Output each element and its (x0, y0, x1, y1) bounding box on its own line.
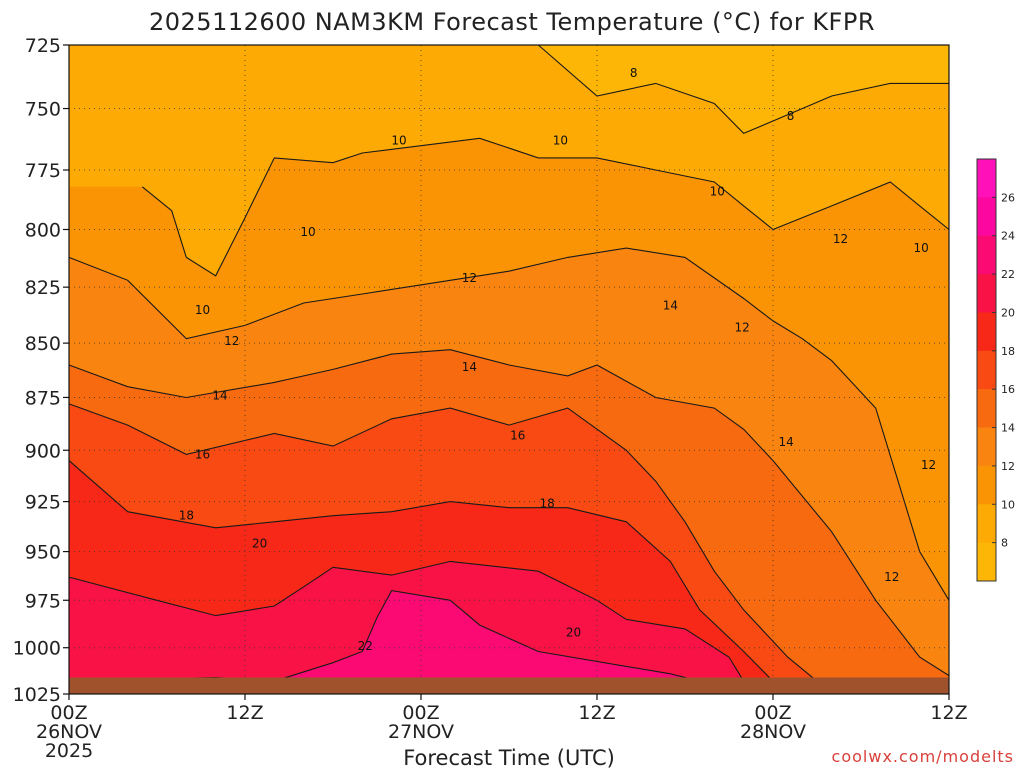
contour-label-22: 22 (358, 639, 373, 653)
credit-text: coolwx.com/modelts (832, 747, 1014, 766)
y-axis: 725 750 775 800 825 850 875 900 925 950 975 1000 102… (13, 35, 69, 706)
x-tick-label: 00Z (754, 702, 791, 724)
contour-label-10: 10 (913, 241, 928, 255)
colorbar-segment (977, 504, 996, 544)
contour-label-10: 10 (710, 185, 725, 199)
contour-20 (68, 560, 745, 682)
contour-label-12: 12 (884, 570, 899, 584)
colorbar-segment (977, 235, 996, 275)
y-tick-label: 750 (25, 99, 61, 121)
colorbar-segment (977, 542, 996, 582)
contour-label-10: 10 (391, 134, 406, 148)
contour-label-14: 14 (663, 298, 678, 312)
y-tick-label: 850 (25, 333, 61, 355)
x-tick-date: 26NOV (36, 721, 102, 743)
contour-18 (68, 460, 774, 682)
contour-label-10: 10 (300, 225, 315, 239)
y-tick-label: 925 (25, 492, 61, 514)
x-tick-label: 00Z (402, 702, 439, 724)
y-tick-label: 1000 (13, 638, 61, 660)
y-tick-label: 800 (25, 219, 61, 241)
y-tick-label: 775 (25, 160, 61, 182)
x-tick-year: 2025 (45, 740, 93, 762)
contour-label-16: 16 (510, 429, 525, 443)
ground-layer (69, 677, 949, 694)
contour-label-12: 12 (735, 321, 750, 335)
contour-10 (141, 137, 950, 277)
y-tick-label: 725 (25, 35, 61, 57)
colorbar-segment (977, 312, 996, 352)
contour-label-18: 18 (539, 497, 554, 511)
contour-14 (68, 349, 950, 677)
colorbar-segment (977, 274, 996, 313)
contour-label-10: 10 (553, 134, 568, 148)
y-tick-label: 825 (25, 277, 61, 299)
colorbar-label: 22 (1001, 268, 1015, 281)
contour-label-12: 12 (462, 271, 477, 285)
colorbar-label: 16 (1001, 383, 1015, 396)
contour-label-14: 14 (779, 435, 794, 449)
contour-label-8: 8 (630, 66, 638, 80)
y-tick-label: 875 (25, 387, 61, 409)
contour-16 (68, 403, 818, 682)
colorbar-label: 14 (1001, 422, 1015, 435)
y-tick-label: 950 (25, 542, 61, 564)
contour-label-14: 14 (462, 360, 477, 374)
colorbar-segment (977, 389, 996, 429)
contour-label-20: 20 (566, 626, 581, 640)
colorbar-label: 24 (1001, 230, 1015, 243)
x-tick-date: 27NOV (388, 721, 454, 743)
frame-border (68, 44, 950, 695)
plot-frame (68, 44, 950, 695)
contour-label-18: 18 (179, 509, 194, 523)
x-tick-label: 00Z (50, 702, 87, 724)
y-tick-label: 975 (25, 590, 61, 612)
contour-8 (537, 44, 949, 135)
chart-title: 2025112600 NAM3KM Forecast Temperature (… (149, 8, 875, 36)
contour-label-12: 12 (224, 334, 239, 348)
x-tick-date: 28NOV (740, 721, 806, 743)
colorbar-segment (977, 465, 996, 505)
colorbar-label: 18 (1001, 345, 1015, 358)
contour-label-20: 20 (252, 537, 267, 551)
colorbar-segment (977, 197, 996, 237)
colorbar-border (976, 158, 997, 582)
colorbar-label: 12 (1001, 460, 1015, 473)
plot-area (69, 45, 949, 695)
contour-label-14: 14 (212, 388, 227, 402)
y-tick-label: 900 (25, 440, 61, 462)
colorbar-label: 8 (1001, 537, 1008, 550)
x-tick-label: 12Z (930, 702, 967, 724)
band-22 (69, 590, 949, 694)
ground-surface (69, 677, 949, 694)
colorbar-label: 10 (1001, 498, 1015, 511)
band-20 (69, 561, 949, 694)
colorbar-label: 20 (1001, 306, 1015, 319)
y-tick-label: 1025 (13, 684, 61, 706)
x-axis-label: Forecast Time (UTC) (403, 746, 615, 768)
contour-label-8: 8 (787, 109, 795, 123)
contour-12 (68, 247, 950, 601)
contour-label-12: 12 (921, 458, 936, 472)
contour-label-10: 10 (195, 303, 210, 317)
contour-labels: 8 8 10 10 10 10 10 10 12 12 12 12 12 12 14 14 14 14 16 16 18… (179, 66, 936, 653)
contour-label-16: 16 (195, 447, 210, 461)
x-tick-label: 12Z (578, 702, 615, 724)
colorbar-segment (977, 159, 996, 198)
x-tick-label: 12Z (226, 702, 263, 724)
colorbar-label: 26 (1001, 191, 1015, 204)
grid-lines (68, 44, 950, 695)
colorbar-legend: 26 24 22 20 18 16 14 12 10 8 (976, 158, 1015, 582)
colorbar-segment (977, 350, 996, 390)
colorbar-segment (977, 427, 996, 467)
contour-label-12: 12 (833, 232, 848, 246)
